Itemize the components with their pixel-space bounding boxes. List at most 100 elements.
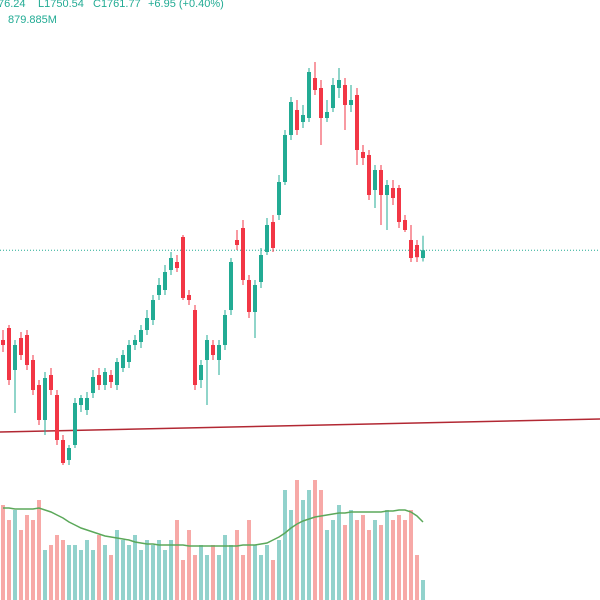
candle-body xyxy=(79,398,83,405)
volume-bar xyxy=(331,520,335,600)
candle-body xyxy=(355,95,359,150)
candle-body xyxy=(337,80,341,88)
volume-bar xyxy=(307,490,311,600)
candle-body xyxy=(265,225,269,252)
volume-bar xyxy=(295,480,299,600)
volume-bar xyxy=(139,550,143,600)
header-change: +6.95 (+0.40%) xyxy=(148,0,224,10)
volume-bar xyxy=(19,530,23,600)
candle-body xyxy=(199,365,203,380)
candle-body xyxy=(73,403,77,445)
volume-bar xyxy=(229,545,233,600)
candle-body xyxy=(331,85,335,108)
volume-bar xyxy=(253,545,257,600)
candle-body xyxy=(421,250,425,258)
volume-bar xyxy=(133,535,137,600)
candle-body xyxy=(313,78,317,90)
volume-bar xyxy=(109,555,113,600)
candle-body xyxy=(31,360,35,390)
candle-body xyxy=(193,310,197,385)
header-close: C1761.77 xyxy=(93,0,141,10)
candle-body xyxy=(361,152,365,158)
candle-body xyxy=(385,185,389,195)
candle-body xyxy=(85,398,89,410)
volume-bar xyxy=(73,545,77,600)
candle-body xyxy=(403,220,407,230)
volume-bar xyxy=(355,520,359,600)
candle-body xyxy=(397,188,401,222)
volume-bar xyxy=(391,520,395,600)
candle-body xyxy=(301,115,305,122)
candle-body xyxy=(169,258,173,270)
volume-bar xyxy=(43,550,47,600)
volume-bar xyxy=(277,540,281,600)
volume-bar xyxy=(199,545,203,600)
candle-body xyxy=(13,345,17,370)
volume-bar xyxy=(85,540,89,600)
volume-bar xyxy=(127,545,131,600)
candle-body xyxy=(127,345,131,362)
volume-bar xyxy=(31,520,35,600)
volume-bar xyxy=(91,550,95,600)
volume-bar xyxy=(223,535,227,600)
candle-body xyxy=(235,240,239,245)
volume-bar xyxy=(397,515,401,600)
candle-body xyxy=(343,85,347,105)
candle-body xyxy=(97,375,101,385)
volume-bar xyxy=(235,530,239,600)
candle-body xyxy=(253,285,257,312)
volume-bar xyxy=(373,520,377,600)
volume-bar xyxy=(415,555,419,600)
candle-body xyxy=(37,385,41,420)
volume-bar xyxy=(289,510,293,600)
candle-body xyxy=(277,182,281,215)
volume-bar xyxy=(325,530,329,600)
volume-bar xyxy=(181,560,185,600)
volume-bar xyxy=(409,510,413,600)
candle-body xyxy=(295,110,299,130)
candle-body xyxy=(55,395,59,440)
header: 76.24 L1750.54 C1761.77 +6.95 (+0.40%) 8… xyxy=(0,0,224,26)
volume-bar xyxy=(337,505,341,600)
plot xyxy=(0,62,600,600)
volume-bar xyxy=(271,560,275,600)
volume-bar xyxy=(205,555,209,600)
volume-bar xyxy=(151,545,155,600)
candle-body xyxy=(379,170,383,195)
volume-bar xyxy=(265,545,269,600)
candle-body xyxy=(367,155,371,195)
candle-body xyxy=(409,240,413,258)
candle-body xyxy=(163,272,167,290)
volume-bar xyxy=(115,530,119,600)
candle-body xyxy=(229,262,233,310)
volume-bar xyxy=(319,490,323,600)
volume-bar xyxy=(25,515,29,600)
candle-body xyxy=(151,300,155,320)
candle-body xyxy=(121,355,125,368)
volume-bar xyxy=(283,490,287,600)
candle-body xyxy=(349,100,353,105)
volume-bar xyxy=(187,530,191,600)
volume-bar xyxy=(157,540,161,600)
candle-body xyxy=(373,170,377,190)
volume-bar xyxy=(175,520,179,600)
candle-body xyxy=(1,340,5,345)
volume-bar xyxy=(79,550,83,600)
volume-bar xyxy=(421,580,425,600)
candle-body xyxy=(157,285,161,295)
volume-bar xyxy=(241,555,245,600)
candle-body xyxy=(241,228,245,280)
candle-body xyxy=(259,255,263,282)
candle-body xyxy=(175,262,179,268)
candle-body xyxy=(205,340,209,360)
candle-body xyxy=(307,72,311,118)
volume-bar xyxy=(379,525,383,600)
volume-bar xyxy=(367,530,371,600)
volume-bar xyxy=(193,555,197,600)
volume-bar xyxy=(301,500,305,600)
candle-body xyxy=(187,295,191,300)
volume-bar xyxy=(385,510,389,600)
volume-bar xyxy=(217,555,221,600)
candle-body xyxy=(7,328,11,380)
candle-body xyxy=(109,375,113,382)
